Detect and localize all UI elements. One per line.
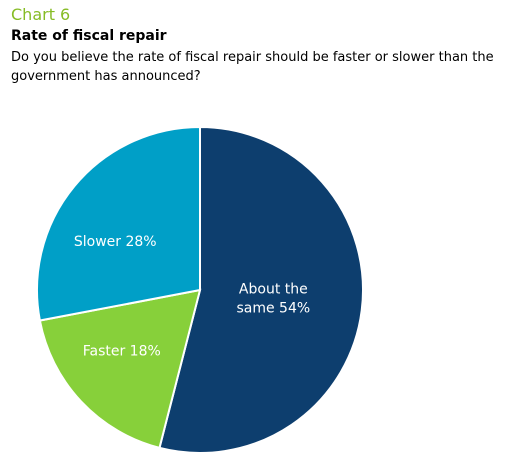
pie-label-faster: Faster 18% (83, 343, 161, 359)
pie-label-slower: Slower 28% (74, 234, 157, 250)
pie-slice-faster (38, 288, 202, 450)
pie-slice-slower (36, 125, 201, 322)
chart-subtitle: Do you believe the rate of fiscal repair… (11, 50, 494, 84)
chart-title: Rate of fiscal repair (11, 28, 167, 44)
chart-number: Chart 6 (11, 5, 71, 24)
pie-slice-about-the-same (158, 125, 364, 454)
chart-header: Chart 6 Rate of fiscal repair Do you bel… (11, 5, 501, 86)
pie-label-about-the-same: About the same 54% (236, 282, 310, 317)
